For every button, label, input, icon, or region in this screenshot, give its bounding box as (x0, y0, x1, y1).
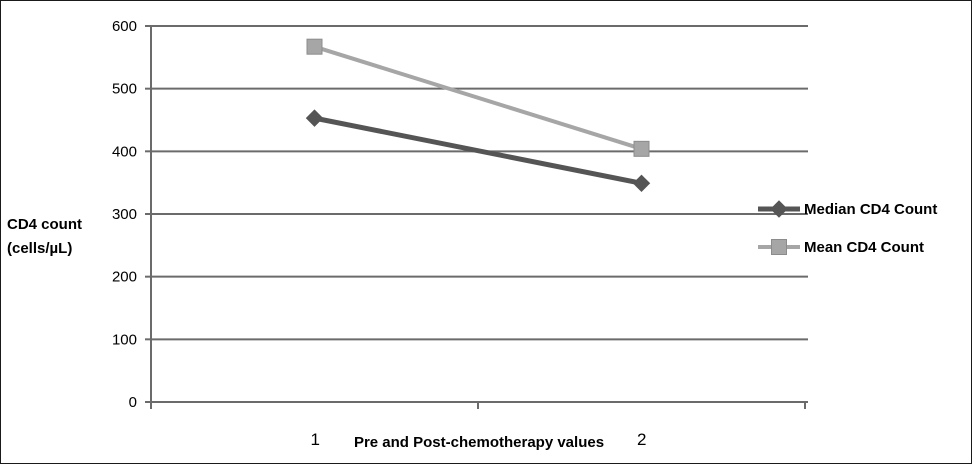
y-tick-labels: 0 100 200 300 400 500 600 (112, 18, 137, 411)
y-tick-label-300: 300 (112, 206, 137, 223)
legend-label-2: Mean CD4 Count (804, 239, 924, 256)
axes (145, 25, 808, 409)
legend-label-1: Median CD4 Count (804, 201, 937, 218)
legend-marker-1 (770, 200, 788, 218)
series-line-1 (314, 115, 642, 186)
y-tick-label-500: 500 (112, 81, 137, 98)
gridlines (151, 25, 808, 341)
legend-entry-1: Median CD4 Count (758, 200, 937, 218)
legend-marker-2 (771, 239, 787, 255)
y-tick-label-200: 200 (112, 269, 137, 286)
y-tick-label-100: 100 (112, 331, 137, 348)
y-tick-label-0: 0 (129, 394, 137, 411)
x-axis-title: Pre and Post-chemotherapy values (354, 434, 604, 451)
data-point-s2-c2 (633, 140, 650, 157)
y-axis-title-line-2: (cells/µL) (7, 240, 72, 257)
data-point-s1-c1 (305, 109, 324, 127)
series-median-cd4-count (305, 109, 651, 193)
series-layer (305, 38, 651, 193)
x-category-label-1: 1 (311, 430, 320, 449)
y-axis-title-line-1: CD4 count (7, 216, 82, 233)
x-category-label-2: 2 (637, 430, 646, 449)
data-point-s2-c1 (306, 38, 323, 55)
series-line-2 (313, 44, 643, 151)
legend: Median CD4 Count Mean CD4 Count (758, 200, 937, 256)
legend-entry-2: Mean CD4 Count (758, 239, 924, 256)
y-tick-label-400: 400 (112, 143, 137, 160)
series-mean-cd4-count (306, 38, 650, 157)
y-tick-label-600: 600 (112, 18, 137, 35)
data-point-s1-c2 (632, 174, 651, 193)
